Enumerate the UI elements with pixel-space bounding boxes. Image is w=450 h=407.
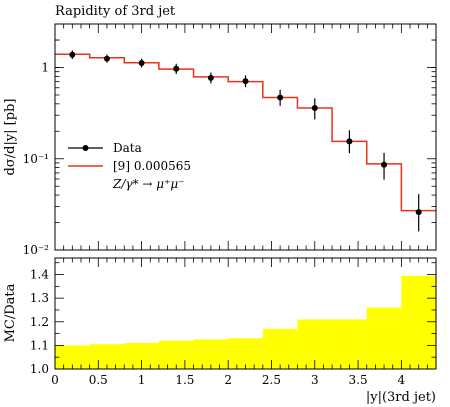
ratio-bar xyxy=(158,340,194,369)
data-point xyxy=(277,94,284,101)
ratio-ylabel: MC/Data xyxy=(3,283,18,342)
main-y-tick-label: 10⁻² xyxy=(23,243,50,257)
legend: Data [9] 0.000565 Z/γ* → μ⁺μ⁻ xyxy=(68,141,191,191)
data-point xyxy=(311,105,318,112)
data-point xyxy=(346,138,353,145)
main-panel: 1 10⁻¹ 10⁻² dσ/d|y| [pb] Data [9] 0.000565… xyxy=(3,23,437,257)
data-point xyxy=(103,55,110,62)
chart-title: Rapidity of 3rd jet xyxy=(55,4,176,19)
ratio-y-tick-label: 1.1 xyxy=(30,338,49,352)
ratio-panel: 0 0.5 1 1.5 2 2.5 3 3.5 4 1.0 1.1 1.2 1.3 1.4 MC/Data… xyxy=(3,257,437,405)
legend-mc-label: [9] 0.000565 xyxy=(113,159,191,173)
ratio-x-tick-label: 0.5 xyxy=(89,373,108,387)
ratio-bar xyxy=(401,275,436,369)
ratio-xlabel: |y|(3rd jet) xyxy=(366,390,436,405)
legend-data-marker xyxy=(82,145,89,151)
ratio-bar xyxy=(228,338,263,369)
ratio-bar xyxy=(262,328,298,369)
data-point xyxy=(415,209,422,216)
ratio-bar xyxy=(55,345,90,369)
main-frame xyxy=(54,23,437,251)
data-point xyxy=(138,60,145,67)
ratio-x-tick-label: 3.5 xyxy=(349,373,368,387)
ratio-frame xyxy=(54,257,437,370)
main-y-tick-label: 1 xyxy=(41,61,49,75)
data-point xyxy=(242,78,249,85)
ratio-y-tick-label: 1.2 xyxy=(30,315,49,329)
ratio-bar xyxy=(193,339,229,369)
legend-data-label: Data xyxy=(113,141,142,155)
data-point xyxy=(173,65,180,72)
data-point xyxy=(381,161,388,168)
legend-process-label: Z/γ* → μ⁺μ⁻ xyxy=(112,177,185,191)
ratio-bar xyxy=(366,307,402,369)
ratio-y-tick-label: 1.0 xyxy=(30,362,49,376)
ratio-y-tick-label: 1.3 xyxy=(30,291,49,305)
ratio-x-tick-label: 1 xyxy=(138,373,146,387)
ratio-x-tick-label: 3 xyxy=(311,373,319,387)
ratio-x-tick-label: 4 xyxy=(398,373,406,387)
ratio-bar xyxy=(332,319,367,369)
ratio-x-tick-label: 2 xyxy=(224,373,232,387)
ratio-x-tick-label: 2.5 xyxy=(262,373,281,387)
data-point xyxy=(69,51,76,58)
ratio-x-tick-label: 1.5 xyxy=(175,373,194,387)
ratio-x-tick-label: 0 xyxy=(51,373,59,387)
data-point xyxy=(207,74,214,81)
ratio-y-tick-label: 1.4 xyxy=(30,268,49,282)
main-y-tick-label: 10⁻¹ xyxy=(23,152,49,166)
main-ylabel: dσ/d|y| [pb] xyxy=(3,99,18,176)
